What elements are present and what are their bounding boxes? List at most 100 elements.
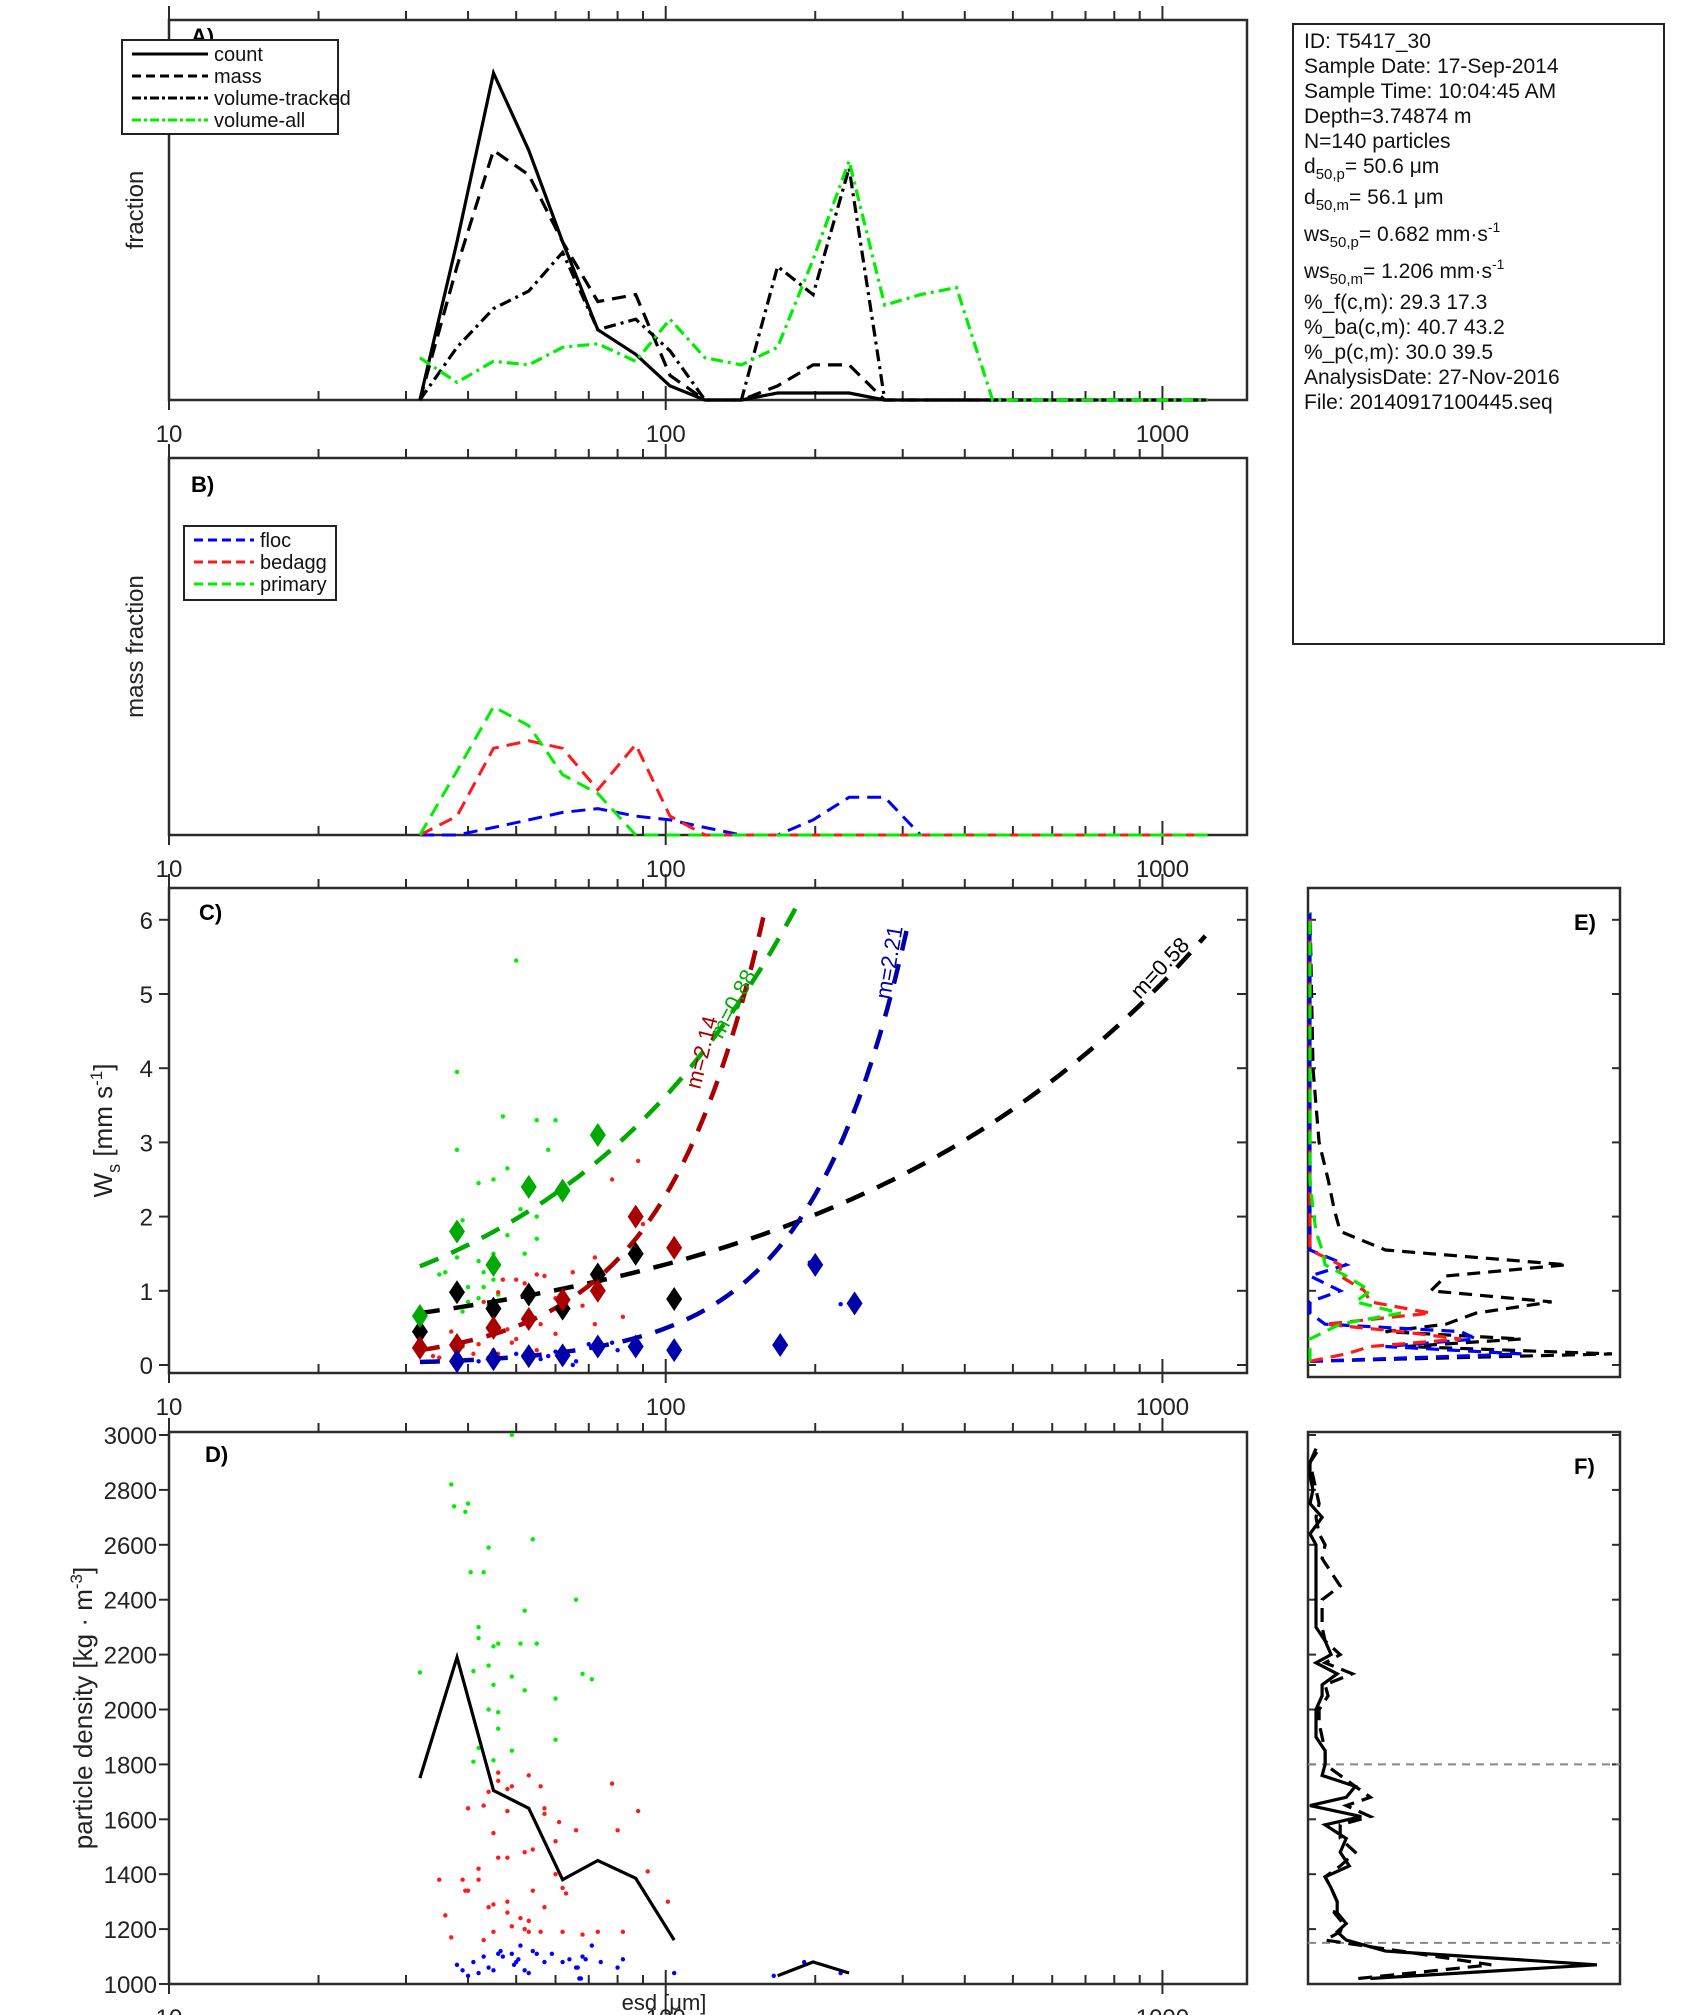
- particle-dot-bedagg: [491, 1830, 496, 1836]
- particle-dot-bedagg: [553, 1872, 558, 1877]
- particle-dot-primary: [589, 1677, 595, 1682]
- particle-dot-bedagg: [496, 1290, 501, 1295]
- panel-label: D): [205, 1442, 228, 1467]
- particle-dot-bedagg: [615, 1828, 620, 1833]
- particle-dot-bedagg: [526, 1773, 531, 1778]
- series-line-mass: [418, 147, 1208, 402]
- particle-dot-primary: [476, 1745, 481, 1751]
- y-tick-label: 2000: [104, 1698, 157, 1725]
- particle-dot-bedagg: [491, 1929, 496, 1935]
- particle-dot-primary: [417, 1670, 423, 1675]
- particle-dot-primary: [534, 1214, 539, 1219]
- legend-label-volume-all: volume-all: [214, 110, 305, 132]
- panel-label: C): [199, 900, 222, 925]
- particle-dot-floc: [518, 1943, 523, 1948]
- info-box: ID: T5417_30 Sample Date: 17-Sep-2014 Sa…: [1292, 23, 1665, 645]
- particle-dot-bedagg: [640, 1221, 646, 1227]
- legend-box: [121, 39, 339, 135]
- info-ws50p: ws50,p= 0.682 mm·s-1: [1304, 220, 1653, 250]
- particle-dot-bedagg: [595, 1929, 601, 1935]
- info-pct-ba: %_ba(c,m): 40.7 43.2: [1304, 316, 1505, 339]
- particle-dot-primary: [454, 1147, 460, 1153]
- particle-dot-bedagg: [609, 1781, 615, 1786]
- particle-dot-bedagg: [553, 1839, 558, 1844]
- panel-label: B): [191, 472, 214, 497]
- info-analysis-date: AnalysisDate: 27-Nov-2016: [1304, 366, 1560, 389]
- particle-dot-bedagg: [430, 1353, 436, 1359]
- particle-dot-primary: [463, 1509, 468, 1515]
- particle-dot-floc: [771, 1973, 776, 1978]
- bin-mean-marker-primary: [448, 1219, 465, 1244]
- particle-dot-floc: [542, 1959, 547, 1965]
- particle-dot-floc: [513, 1351, 519, 1357]
- bin-mean-marker-all: [589, 1262, 606, 1287]
- fit-curve-floc: [419, 918, 912, 1365]
- particle-dot-bedagg: [609, 1177, 615, 1182]
- bin-mean-marker-bedagg: [666, 1235, 683, 1260]
- y-tick-label: 0: [140, 1353, 153, 1380]
- particle-dot-primary: [468, 1570, 473, 1575]
- particle-dot-floc: [578, 1976, 584, 1981]
- particle-dot-primary: [496, 1710, 501, 1715]
- bin-mean-marker-floc: [520, 1344, 537, 1369]
- particle-dot-primary: [471, 1668, 476, 1674]
- particle-dot-primary: [465, 1501, 471, 1506]
- particle-dot-floc: [498, 1948, 503, 1954]
- particle-dot-primary: [553, 1696, 558, 1701]
- particle-dot-floc: [526, 1970, 531, 1976]
- particle-dot-primary: [454, 1255, 460, 1260]
- bin-mean-marker-bedagg: [448, 1332, 465, 1357]
- particle-dot-bedagg: [522, 1281, 527, 1286]
- particle-dot-primary: [449, 1482, 454, 1487]
- particle-dot-floc: [801, 1959, 807, 1965]
- particle-dot-floc: [573, 1359, 579, 1364]
- ws50m-sup: -1: [1492, 256, 1505, 272]
- particle-dot-floc: [546, 1353, 551, 1359]
- d50m-sub: 50,m: [1315, 197, 1350, 214]
- x-axis-label: esd [μm]: [622, 1990, 707, 2015]
- panel-label: F): [1574, 1454, 1595, 1479]
- y-axis-label-main: W: [88, 1172, 118, 1197]
- d50p-sub: 50,p: [1315, 166, 1345, 183]
- particle-dot-bedagg: [560, 1885, 565, 1891]
- particle-dot-floc: [476, 1359, 481, 1364]
- bin-mean-marker-floc: [627, 1334, 644, 1359]
- particle-dot-bedagg: [496, 1855, 501, 1860]
- x-tick-label: 100: [646, 421, 686, 448]
- bin-mean-marker-all: [448, 1280, 465, 1305]
- particle-dot-bedagg: [437, 1877, 442, 1882]
- particle-dot-floc: [586, 1342, 591, 1347]
- bin-mean-marker-bedagg: [411, 1335, 428, 1360]
- bin-mean-marker-primary: [520, 1174, 537, 1199]
- panel-c-frame: [167, 886, 1249, 1375]
- ws50p-sub: 50,p: [1329, 234, 1359, 251]
- fit-curve-bedagg: [419, 905, 768, 1353]
- panel-label: E): [1574, 910, 1596, 935]
- particle-dot-primary: [491, 1682, 496, 1687]
- particle-dot-bedagg: [526, 1929, 531, 1935]
- particle-dot-primary: [481, 1284, 486, 1290]
- particle-dot-floc: [838, 1301, 843, 1307]
- d50m-label: d: [1304, 186, 1316, 209]
- particle-dot-bedagg: [509, 1340, 515, 1345]
- particle-dot-primary: [505, 1232, 510, 1238]
- particle-dot-bedagg: [563, 1891, 569, 1896]
- particle-dot-floc: [567, 1957, 572, 1962]
- info-pct-f: %_f(c,m): 29.3 17.3: [1304, 291, 1488, 314]
- particle-dot-bedagg: [542, 1904, 547, 1910]
- particle-dot-primary: [437, 1272, 442, 1277]
- particle-dot-primary: [522, 1251, 527, 1256]
- particle-dot-floc: [575, 1965, 580, 1970]
- particle-dot-bedagg: [573, 1828, 579, 1833]
- info-d50m: d50,m= 56.1 μm: [1304, 185, 1653, 213]
- d50m-value: = 56.1 μm: [1349, 186, 1444, 209]
- particle-dot-floc: [615, 1347, 620, 1353]
- particle-dot-bedagg: [476, 1877, 481, 1882]
- particle-dot-bedagg: [522, 1926, 527, 1932]
- bin-mean-marker-primary: [554, 1178, 571, 1203]
- bin-mean-marker-floc: [772, 1332, 789, 1357]
- profile-line-floc: [1305, 912, 1522, 1363]
- y-tick-label: 5: [140, 982, 153, 1009]
- particle-dot-primary: [481, 1270, 486, 1275]
